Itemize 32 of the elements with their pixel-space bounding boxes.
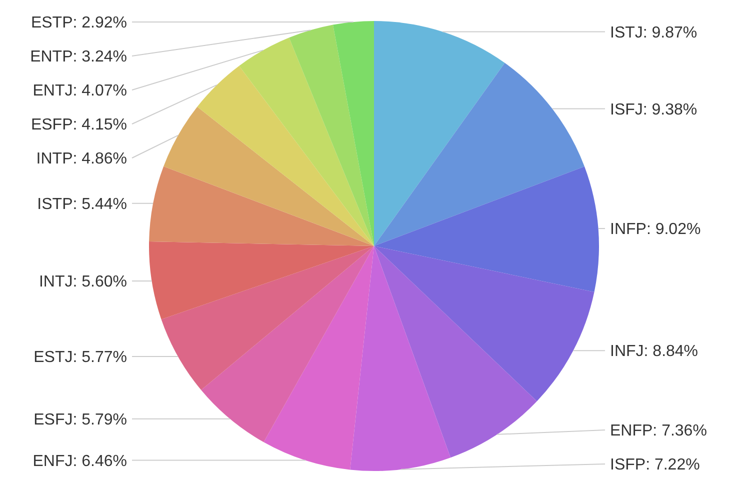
pie-slice bbox=[161, 246, 374, 390]
pie-slice bbox=[201, 246, 374, 442]
slice-label: INTJ: 5.60% bbox=[38, 274, 127, 291]
pie-slice bbox=[350, 246, 451, 471]
slice-label: ESTP: 2.92% bbox=[30, 14, 127, 32]
slice-label: ISFP: 7.22% bbox=[610, 456, 700, 474]
pie-slice bbox=[374, 62, 584, 246]
slice-label: ESTJ: 5.77% bbox=[34, 349, 127, 366]
slice-label: INFJ: 8.84% bbox=[610, 343, 698, 360]
pie-slice bbox=[289, 24, 374, 246]
slice-label: ESFP: 4.15% bbox=[30, 116, 127, 134]
slice-label: ISFJ: 9.38% bbox=[610, 101, 698, 118]
slice-label: ENTJ: 4.07% bbox=[32, 82, 127, 100]
slice-label: ENTP: 3.24% bbox=[30, 48, 127, 66]
slice-label: INFP: 9.02% bbox=[610, 221, 701, 238]
pie-slice bbox=[264, 246, 374, 470]
slice-label: ENFJ: 6.46% bbox=[32, 452, 127, 470]
pie-slice bbox=[239, 38, 374, 246]
pie-slice bbox=[164, 106, 374, 246]
pie-slice bbox=[149, 166, 374, 246]
pie-slice bbox=[332, 21, 374, 246]
slice-label: INTP: 4.86% bbox=[36, 150, 127, 168]
pie-slice bbox=[149, 242, 374, 320]
slice-label: ESFJ: 5.79% bbox=[34, 412, 127, 429]
slice-label: ENFP: 7.36% bbox=[610, 422, 707, 440]
pie-slice bbox=[374, 246, 537, 458]
slice-label: ISTP: 5.44% bbox=[37, 196, 127, 213]
pie-slice bbox=[374, 21, 505, 246]
pie-slice bbox=[374, 246, 594, 402]
pie-slice bbox=[197, 66, 374, 246]
slice-label: ISTJ: 9.87% bbox=[610, 24, 698, 42]
pie-slice bbox=[374, 166, 599, 292]
